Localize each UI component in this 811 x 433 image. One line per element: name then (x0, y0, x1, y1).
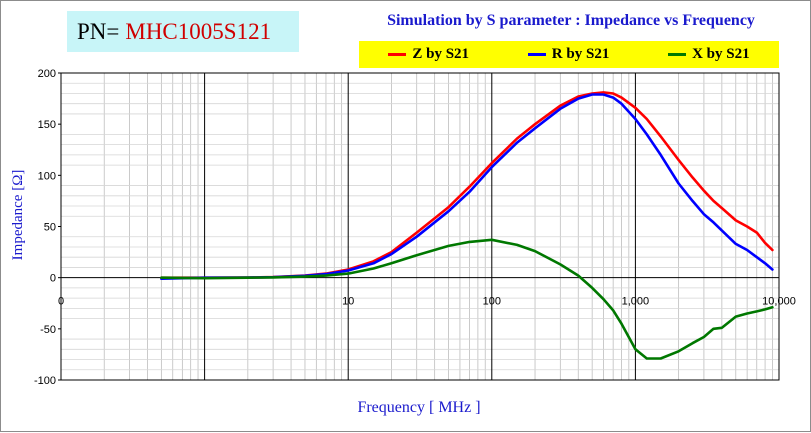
y-axis-title: Impedance [Ω] (10, 169, 26, 261)
y-tick-label: 50 (44, 222, 56, 234)
x-tick-label: 10 (342, 296, 354, 308)
series-x-line (160, 238, 774, 360)
x-tick-label: 0 (58, 296, 64, 308)
legend-item-z: Z by S21 (388, 46, 469, 63)
part-number-prefix: PN= (77, 18, 120, 44)
x-tick-label: 100 (483, 296, 501, 308)
minor-grid (61, 73, 779, 380)
legend-item-r: R by S21 (527, 46, 610, 63)
legend-swatch-x (668, 53, 687, 56)
chart-title: Simulation by S parameter : Impedance vs… (387, 12, 755, 29)
legend-item-x: X by S21 (668, 46, 750, 63)
part-number-value: MHC1005S121 (125, 18, 272, 44)
y-tick-label: 100 (38, 170, 56, 182)
y-tick-label: -100 (34, 375, 56, 387)
x-tick-label: 1,000 (622, 296, 650, 308)
legend: Z by S21 R by S21 X by S21 (359, 41, 779, 68)
legend-label-r: R by S21 (551, 46, 610, 62)
x-tick-label: 10,000 (762, 296, 796, 308)
y-tick-label: 200 (38, 68, 56, 80)
part-number-box: PN= MHC1005S121 (67, 11, 299, 52)
legend-swatch-z (388, 53, 407, 56)
tick-labels: 200 150 100 50 0 -50 -100 0 10 100 1,000 10,000 (34, 68, 796, 387)
legend-label-z: Z by S21 (412, 46, 470, 62)
x-axis-title: Frequency [ MHz ] (357, 399, 481, 416)
plot-frame (60, 72, 780, 381)
legend-label-x: X by S21 (692, 46, 750, 62)
series-layer (160, 91, 774, 360)
major-grid (58, 72, 780, 381)
y-tick-label: 0 (50, 273, 56, 285)
y-tick-label: 150 (38, 119, 56, 131)
legend-swatch-r (527, 53, 546, 56)
series-r-line (160, 93, 774, 281)
y-tick-label: -50 (40, 324, 56, 336)
